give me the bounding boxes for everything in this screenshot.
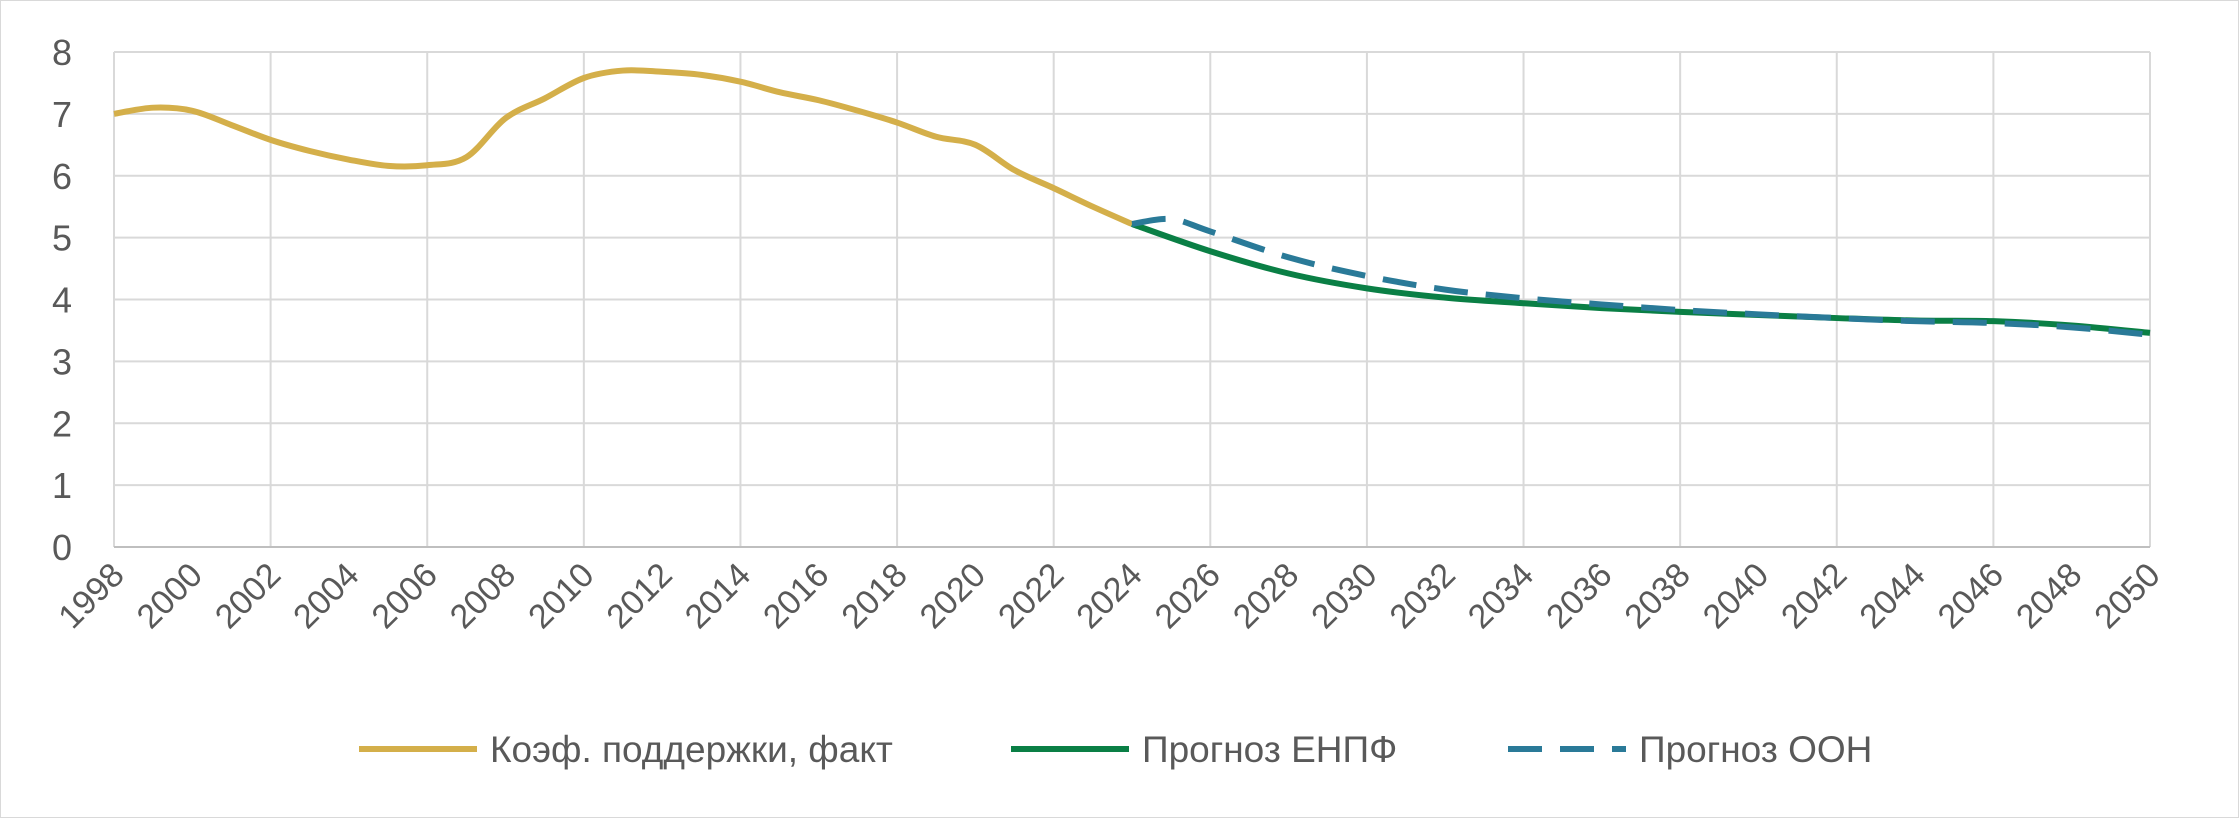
x-tick-label: 2044 bbox=[1852, 556, 1932, 636]
x-tick-label: 2016 bbox=[756, 556, 836, 636]
legend-label-2: Прогноз ЕНПФ bbox=[1142, 729, 1397, 770]
x-tick-label: 2038 bbox=[1617, 556, 1697, 636]
x-tick-label: 2006 bbox=[365, 556, 445, 636]
x-axis-ticks: 1998200020022004200620082010201220142016… bbox=[51, 556, 2167, 636]
y-axis-ticks: 0 1 2 3 4 5 6 7 8 bbox=[52, 32, 72, 568]
x-tick-label: 2048 bbox=[2009, 556, 2089, 636]
x-tick-label: 2022 bbox=[991, 556, 1071, 636]
series-line-3 bbox=[1131, 215, 2151, 338]
y-tick-label: 7 bbox=[52, 94, 72, 135]
y-tick-label: 4 bbox=[52, 280, 72, 321]
legend-label-1: Коэф. поддержки, факт bbox=[490, 729, 893, 770]
legend-label-3: Прогноз ООН bbox=[1639, 729, 1872, 770]
y-tick-label: 8 bbox=[52, 32, 72, 73]
x-tick-label: 2014 bbox=[678, 556, 758, 636]
y-tick-label: 5 bbox=[52, 218, 72, 259]
x-tick-label: 2040 bbox=[1696, 556, 1776, 636]
x-tick-label: 2050 bbox=[2087, 556, 2167, 636]
x-tick-label: 2026 bbox=[1148, 556, 1228, 636]
x-tick-label: 2004 bbox=[286, 556, 366, 636]
y-tick-label: 2 bbox=[52, 403, 72, 444]
x-tick-label: 2000 bbox=[130, 556, 210, 636]
y-tick-label: 3 bbox=[52, 341, 72, 382]
x-tick-label: 2020 bbox=[913, 556, 993, 636]
x-tick-label: 2008 bbox=[443, 556, 523, 636]
x-tick-label: 2036 bbox=[1539, 556, 1619, 636]
gridlines bbox=[113, 51, 2151, 548]
x-tick-label: 2034 bbox=[1461, 556, 1541, 636]
x-tick-label: 2028 bbox=[1226, 556, 1306, 636]
series-lines bbox=[113, 67, 2151, 338]
x-tick-label: 2018 bbox=[834, 556, 914, 636]
series-line-1 bbox=[113, 67, 1134, 227]
x-tick-label: 2046 bbox=[1931, 556, 2011, 636]
x-tick-label: 2012 bbox=[599, 556, 679, 636]
x-tick-label: 2002 bbox=[208, 556, 288, 636]
x-tick-label: 2042 bbox=[1774, 556, 1854, 636]
series-line-2 bbox=[1131, 221, 2151, 336]
y-tick-label: 6 bbox=[52, 156, 72, 197]
x-tick-label: 2010 bbox=[521, 556, 601, 636]
legend: Коэф. поддержки, факт Прогноз ЕНПФ Прогноз… bbox=[359, 729, 1872, 770]
y-tick-label: 1 bbox=[52, 465, 72, 506]
x-tick-label: 2030 bbox=[1304, 556, 1384, 636]
x-tick-label: 2024 bbox=[1069, 556, 1149, 636]
y-tick-label: 0 bbox=[52, 527, 72, 568]
x-tick-label: 2032 bbox=[1383, 556, 1463, 636]
